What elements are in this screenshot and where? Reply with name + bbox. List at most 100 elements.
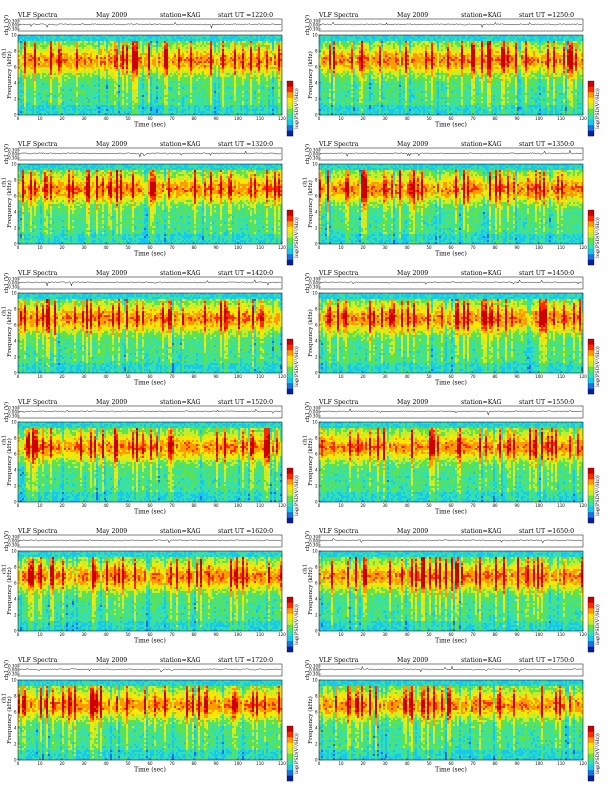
x-tick-label: 120 bbox=[579, 761, 587, 766]
waveform-frame bbox=[319, 277, 583, 289]
colorbar-segment bbox=[588, 389, 594, 395]
x-tick-label: 90 bbox=[514, 503, 520, 508]
x-tick-label: 110 bbox=[557, 245, 565, 250]
y-tick-label: 10 bbox=[312, 161, 318, 166]
spectrogram-panel: VLF Spectra May 2009 station=KAG start UT =… bbox=[301, 269, 596, 392]
colorbar-segment bbox=[287, 221, 293, 227]
colorbar-segment bbox=[588, 608, 594, 614]
channel-label: ch1 bbox=[2, 306, 8, 316]
y-tick-label: 10 bbox=[11, 32, 17, 37]
y-tick-label: 2 bbox=[14, 354, 17, 359]
colorbar-label: log(PSD(V²/Hz)) bbox=[594, 604, 601, 645]
x-tick-label: 110 bbox=[557, 503, 565, 508]
spectrogram-panel: VLF Spectra May 2009 station=KAG start UT =… bbox=[301, 140, 596, 263]
x-tick-label: 60 bbox=[147, 761, 153, 766]
spectrogram-matrix bbox=[319, 35, 583, 115]
waveform-ylabel: ch1 (V) bbox=[3, 144, 10, 164]
colorbar-segment bbox=[588, 614, 594, 620]
colorbar-segment bbox=[287, 92, 293, 98]
waveform-ylabel: ch1 (V) bbox=[304, 531, 311, 551]
colorbar: log(PSD(V²/Hz)) bbox=[588, 726, 601, 781]
x-tick-label: 0 bbox=[17, 374, 20, 379]
x-tick-label: 100 bbox=[535, 503, 543, 508]
spectrogram-panel: VLF Spectra May 2009 station=KAG start UT =… bbox=[301, 656, 596, 779]
x-tick-label: 40 bbox=[404, 761, 410, 766]
y-tick-label: 2 bbox=[315, 96, 318, 101]
y-axis-label: Frequency (kHz) bbox=[307, 51, 314, 99]
x-tick-label: 110 bbox=[557, 632, 565, 637]
x-tick-label: 10 bbox=[37, 245, 43, 250]
x-tick-label: 10 bbox=[338, 245, 344, 250]
colorbar-segment bbox=[287, 743, 293, 749]
colorbar-segment bbox=[588, 748, 594, 754]
x-tick-label: 70 bbox=[470, 116, 476, 121]
colorbar-segment bbox=[588, 474, 594, 480]
x-tick-label: 100 bbox=[535, 632, 543, 637]
x-tick-label: 80 bbox=[191, 503, 197, 508]
colorbar-segment bbox=[287, 619, 293, 625]
x-tick-label: 80 bbox=[492, 245, 498, 250]
x-tick-label: 60 bbox=[147, 245, 153, 250]
x-tick-label: 30 bbox=[382, 632, 388, 637]
colorbar-segment bbox=[588, 468, 594, 474]
colorbar-segment bbox=[287, 367, 293, 373]
x-tick-label: 120 bbox=[278, 632, 286, 637]
colorbar-segment bbox=[588, 114, 594, 120]
x-tick-label: 30 bbox=[382, 374, 388, 379]
x-tick-label: 60 bbox=[147, 503, 153, 508]
colorbar-segment bbox=[588, 367, 594, 373]
colorbar-segment bbox=[287, 125, 293, 131]
colorbar-segment bbox=[588, 103, 594, 109]
x-tick-label: 100 bbox=[234, 245, 242, 250]
x-tick-label: 80 bbox=[191, 374, 197, 379]
colorbar-segment bbox=[588, 378, 594, 384]
y-tick-label: 6 bbox=[14, 193, 17, 198]
x-tick-label: 90 bbox=[514, 374, 520, 379]
x-tick-label: 30 bbox=[382, 503, 388, 508]
colorbar-segment bbox=[588, 109, 594, 115]
y-tick-label: 4 bbox=[315, 209, 318, 214]
colorbar: log(PSD(V²/Hz)) bbox=[588, 81, 601, 136]
spectrogram-panel: VLF Spectra May 2009 station=KAG start UT =… bbox=[0, 398, 295, 521]
colorbar-segment bbox=[588, 383, 594, 389]
colorbar-segment bbox=[287, 260, 293, 266]
colorbar-segment bbox=[588, 372, 594, 378]
y-tick-label: 2 bbox=[14, 741, 17, 746]
y-tick-label: 8 bbox=[315, 693, 318, 698]
x-tick-label: 80 bbox=[492, 374, 498, 379]
channel-label: ch1 bbox=[2, 564, 8, 574]
colorbar-segment bbox=[588, 732, 594, 738]
colorbar-segment bbox=[287, 361, 293, 367]
colorbar-segment bbox=[287, 474, 293, 480]
y-tick-label: 8 bbox=[14, 564, 17, 569]
colorbar-segment bbox=[588, 221, 594, 227]
y-tick-label: 4 bbox=[315, 338, 318, 343]
colorbar-segment bbox=[287, 372, 293, 378]
x-tick-label: 50 bbox=[125, 245, 131, 250]
colorbar: log(PSD(V²/Hz)) bbox=[588, 210, 601, 265]
spectrogram-matrix bbox=[18, 293, 282, 373]
colorbar-segment bbox=[588, 243, 594, 249]
colorbar: log(PSD(V²/Hz)) bbox=[287, 210, 300, 265]
x-tick-label: 10 bbox=[37, 761, 43, 766]
colorbar-segment bbox=[287, 765, 293, 771]
x-tick-label: 10 bbox=[338, 116, 344, 121]
y-tick-label: 2 bbox=[14, 96, 17, 101]
colorbar-segment bbox=[287, 345, 293, 351]
x-tick-label: 20 bbox=[59, 761, 65, 766]
colorbar-segment bbox=[588, 216, 594, 222]
y-tick-label: 10 bbox=[11, 548, 17, 553]
colorbar-segment bbox=[287, 81, 293, 87]
colorbar: log(PSD(V²/Hz)) bbox=[287, 597, 300, 652]
colorbar-segment bbox=[287, 227, 293, 233]
x-tick-label: 80 bbox=[492, 116, 498, 121]
x-tick-label: 90 bbox=[213, 503, 219, 508]
y-tick-label: 6 bbox=[315, 322, 318, 327]
